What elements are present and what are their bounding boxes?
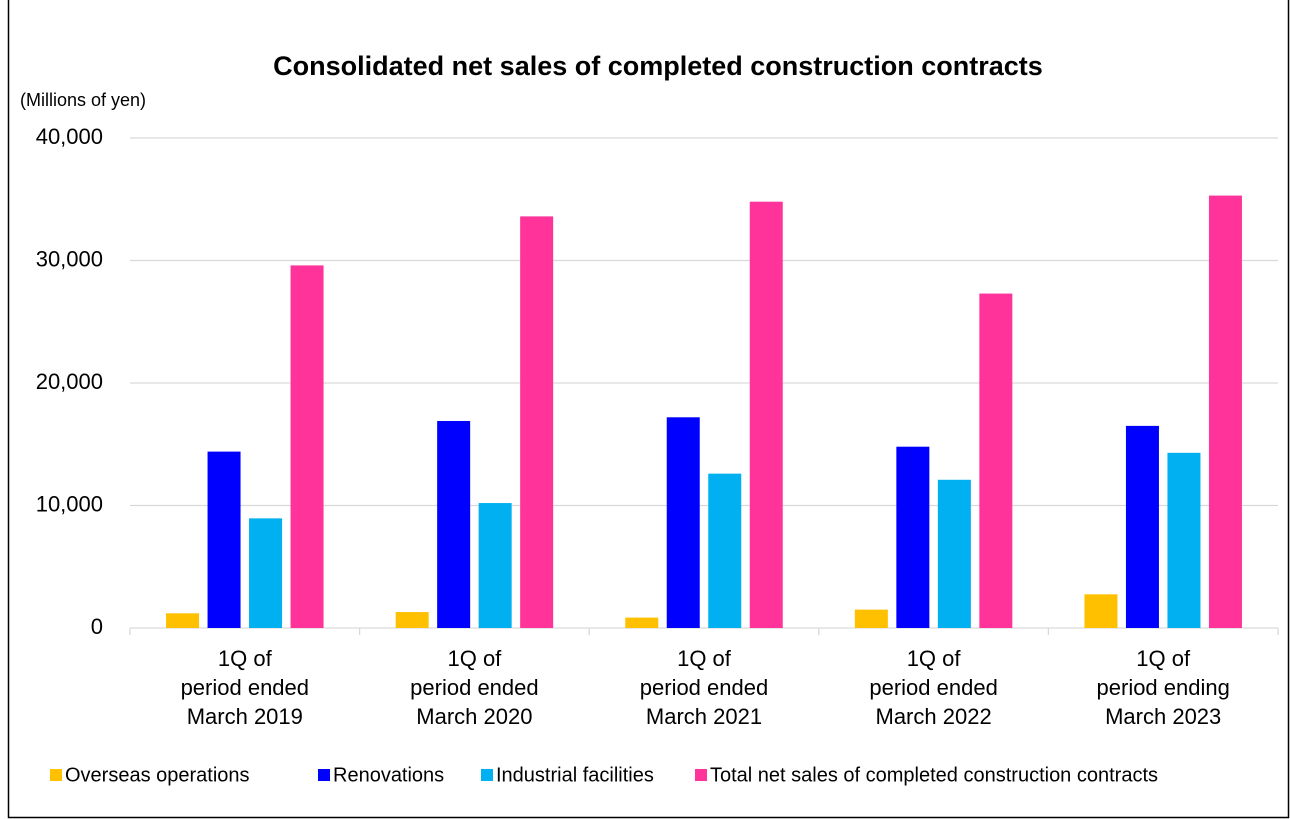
x-tick-label-line: 1Q of xyxy=(1136,646,1191,671)
x-tick-label-line: March 2021 xyxy=(646,704,762,729)
bar xyxy=(1208,195,1242,628)
x-tick-label-line: period ended xyxy=(181,675,309,700)
y-tick-label: 10,000 xyxy=(36,491,103,516)
x-tick-label-line: March 2019 xyxy=(187,704,303,729)
x-tick-label-line: period ending xyxy=(1097,675,1230,700)
legend-label: Total net sales of completed constructio… xyxy=(710,764,1158,786)
y-tick-label: 40,000 xyxy=(36,124,103,149)
x-tick-label: 1Q of period ended March 2019 xyxy=(181,646,309,729)
bar xyxy=(207,451,241,628)
bar xyxy=(437,420,471,628)
x-tick-label-line: period ended xyxy=(869,675,997,700)
x-tick-label-line: period ended xyxy=(640,675,768,700)
legend-label: Industrial facilities xyxy=(496,764,654,786)
bar xyxy=(854,609,888,628)
x-tick-label-line: March 2020 xyxy=(416,704,532,729)
bar xyxy=(937,479,971,628)
legend-label: Overseas operations xyxy=(65,764,250,786)
y-tick-label: 20,000 xyxy=(36,369,103,394)
y-tick-label: 30,000 xyxy=(36,246,103,271)
bar xyxy=(395,612,429,628)
x-tick-label-line: 1Q of xyxy=(218,646,273,671)
y-tick-label: 0 xyxy=(91,614,103,639)
x-tick-label-line: 1Q of xyxy=(447,646,502,671)
chart-title: Consolidated net sales of completed cons… xyxy=(273,51,1043,81)
bar xyxy=(1125,425,1159,628)
frame xyxy=(7,0,1290,819)
bar xyxy=(249,518,283,628)
legend-label: Renovations xyxy=(333,764,444,786)
bar xyxy=(666,417,700,628)
bar xyxy=(749,201,783,628)
bar xyxy=(478,503,512,628)
x-tick-label: 1Q of period ending March 2023 xyxy=(1097,646,1230,729)
y-axis-label: (Millions of yen) xyxy=(20,90,146,110)
legend-swatch xyxy=(695,769,707,781)
x-tick-label-line: period ended xyxy=(410,675,538,700)
x-tick-label: 1Q of period ended March 2020 xyxy=(410,646,538,729)
bar xyxy=(166,613,200,628)
bar xyxy=(520,216,554,628)
legend-swatch xyxy=(50,769,62,781)
legend-swatch xyxy=(318,769,330,781)
bar xyxy=(625,617,659,628)
x-tick-label-line: 1Q of xyxy=(677,646,732,671)
x-tick-label: 1Q of period ended March 2022 xyxy=(869,646,997,729)
legend-swatch xyxy=(481,769,493,781)
bar xyxy=(1084,594,1118,628)
bar xyxy=(979,293,1013,628)
bar xyxy=(896,446,930,628)
x-tick-label-line: 1Q of xyxy=(907,646,962,671)
x-tick-label-line: March 2023 xyxy=(1105,704,1221,729)
x-tick-label-line: March 2022 xyxy=(876,704,992,729)
bar xyxy=(708,473,742,628)
bar xyxy=(290,265,324,628)
x-tick-label: 1Q of period ended March 2021 xyxy=(640,646,768,729)
bar xyxy=(1167,452,1201,628)
